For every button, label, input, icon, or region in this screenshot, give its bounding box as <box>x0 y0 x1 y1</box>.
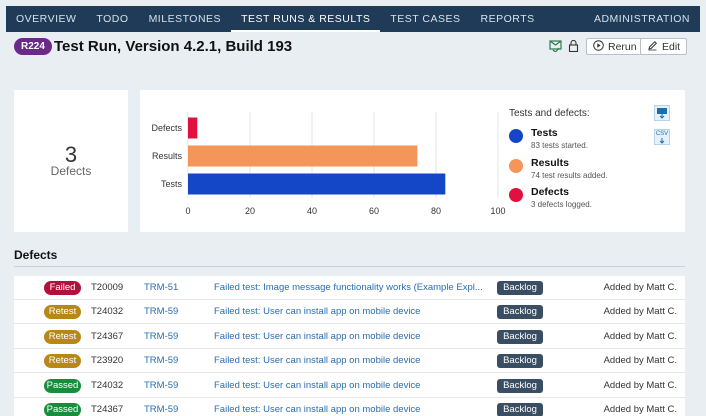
test-id: T23920 <box>91 355 124 367</box>
section-divider <box>14 266 685 267</box>
legend-sub-tests: 83 tests started. <box>531 141 588 150</box>
assign-icon[interactable] <box>549 40 562 55</box>
x-tick-label: 80 <box>431 206 441 216</box>
x-tick-label: 60 <box>369 206 379 216</box>
legend-title: Tests and defects: <box>509 108 590 119</box>
added-by: Added by Matt C. <box>603 379 677 391</box>
edit-button[interactable]: Edit <box>640 38 688 55</box>
chart-card: Defects Results Tests 0 20 40 60 80 100 <box>140 90 685 232</box>
issue-link[interactable]: TRM-59 <box>144 379 179 391</box>
table-row[interactable]: Retest T23920 TRM-59 Failed test: User can … <box>14 349 685 374</box>
legend-name-tests: Tests <box>531 127 558 139</box>
nav-todo[interactable]: TODO <box>96 13 129 25</box>
bar-results <box>188 145 418 167</box>
x-tick-label: 20 <box>245 206 255 216</box>
nav-administration[interactable]: ADMINISTRATION <box>593 13 690 25</box>
backlog-badge: Backlog <box>497 354 543 369</box>
category-label-tests: Tests <box>161 179 183 189</box>
legend-sub-defects: 3 defects logged. <box>531 200 592 209</box>
issue-link[interactable]: TRM-59 <box>144 330 179 342</box>
status-badge: Retest <box>44 305 81 320</box>
lock-icon[interactable] <box>568 39 579 55</box>
status-badge: Retest <box>44 354 81 369</box>
category-label-defects: Defects <box>151 123 182 133</box>
nav-milestones[interactable]: MILESTONES <box>148 13 222 25</box>
x-tick-label: 40 <box>307 206 317 216</box>
nav-overview[interactable]: OVERVIEW <box>16 13 77 25</box>
status-badge: Passed <box>44 378 81 393</box>
export-image-icon[interactable] <box>654 105 670 121</box>
backlog-badge: Backlog <box>497 305 543 320</box>
status-badge: Retest <box>44 329 81 344</box>
table-row[interactable]: Retest T24032 TRM-59 Failed test: User can … <box>14 300 685 325</box>
backlog-badge: Backlog <box>497 281 543 295</box>
added-by: Added by Matt C. <box>603 306 677 318</box>
issue-link[interactable]: TRM-51 <box>144 282 179 293</box>
defects-table: Failed T20009 TRM-51 Failed test: Image mes… <box>14 276 685 416</box>
defect-title-link[interactable]: Failed test: User can install app on mob… <box>214 355 421 367</box>
table-row[interactable]: Retest T24367 TRM-59 Failed test: User can … <box>14 325 685 349</box>
backlog-badge: Backlog <box>497 403 543 416</box>
status-badge: Failed <box>44 281 81 295</box>
export-csv-icon[interactable]: CSV <box>654 129 670 145</box>
csv-label: CSV <box>655 131 669 137</box>
pencil-icon <box>647 40 658 54</box>
defects-count-label: Defects <box>50 164 92 178</box>
defect-title-link[interactable]: Failed test: User can install app on mob… <box>214 306 421 318</box>
test-id: T20009 <box>91 282 124 293</box>
added-by: Added by Matt C. <box>603 330 677 342</box>
table-row[interactable]: Failed T20009 TRM-51 Failed test: Image mes… <box>14 276 685 300</box>
defects-count: 3 <box>64 142 78 167</box>
legend-sub-results: 74 test results added. <box>531 171 608 180</box>
status-badge: Passed <box>44 403 81 416</box>
page-header: R224 Test Run, Version 4.2.1, Build 193 … <box>6 32 700 62</box>
play-icon <box>593 39 604 54</box>
bar-chart: Defects Results Tests 0 20 40 60 80 100 <box>151 112 506 216</box>
legend-dot-results <box>509 159 523 173</box>
added-by: Added by Matt C. <box>603 404 677 415</box>
nav-test-runs-results[interactable]: TEST RUNS & RESULTS <box>231 6 381 32</box>
nav-test-cases[interactable]: TEST CASES <box>390 13 461 25</box>
edit-label: Edit <box>662 40 681 53</box>
defect-title-link[interactable]: Failed test: User can install app on mob… <box>214 379 421 391</box>
issue-link[interactable]: TRM-59 <box>144 306 179 318</box>
table-row[interactable]: Passed T24367 TRM-59 Failed test: User can … <box>14 398 685 416</box>
issue-link[interactable]: TRM-59 <box>144 404 179 415</box>
legend-name-results: Results <box>531 157 569 169</box>
table-row[interactable]: Passed T24032 TRM-59 Failed test: User can … <box>14 374 685 398</box>
defect-title-link[interactable]: Failed test: User can install app on mob… <box>214 404 421 415</box>
top-nav: OVERVIEW TODO MILESTONES TEST RUNS & RES… <box>6 6 700 32</box>
rerun-button[interactable]: Rerun <box>586 38 644 55</box>
x-tick-label: 0 <box>185 206 190 216</box>
backlog-badge: Backlog <box>497 378 543 393</box>
test-id: T24367 <box>91 404 124 415</box>
test-id: T24032 <box>91 379 124 391</box>
category-label-results: Results <box>152 151 183 161</box>
page-title: Test Run, Version 4.2.1, Build 193 <box>54 38 293 55</box>
defects-section-title: Defects <box>14 248 58 262</box>
nav-reports[interactable]: REPORTS <box>480 13 535 25</box>
defect-title-link[interactable]: Failed test: Image message functionality… <box>214 282 483 293</box>
bar-tests <box>188 173 446 195</box>
bar-defects <box>188 117 198 139</box>
issue-link[interactable]: TRM-59 <box>144 355 179 367</box>
added-by: Added by Matt C. <box>603 355 677 367</box>
added-by: Added by Matt C. <box>603 282 677 293</box>
defect-title-link[interactable]: Failed test: User can install app on mob… <box>214 330 421 342</box>
x-tick-label: 100 <box>490 206 505 216</box>
legend-name-defects: Defects <box>531 186 569 198</box>
defects-summary-card: 3 Defects <box>14 90 128 232</box>
backlog-badge: Backlog <box>497 329 543 344</box>
test-id: T24367 <box>91 330 124 342</box>
run-id-badge: R224 <box>14 38 52 55</box>
legend-dot-defects <box>509 188 523 202</box>
test-id: T24032 <box>91 306 124 318</box>
legend-dot-tests <box>509 129 523 143</box>
rerun-label: Rerun <box>608 40 637 53</box>
